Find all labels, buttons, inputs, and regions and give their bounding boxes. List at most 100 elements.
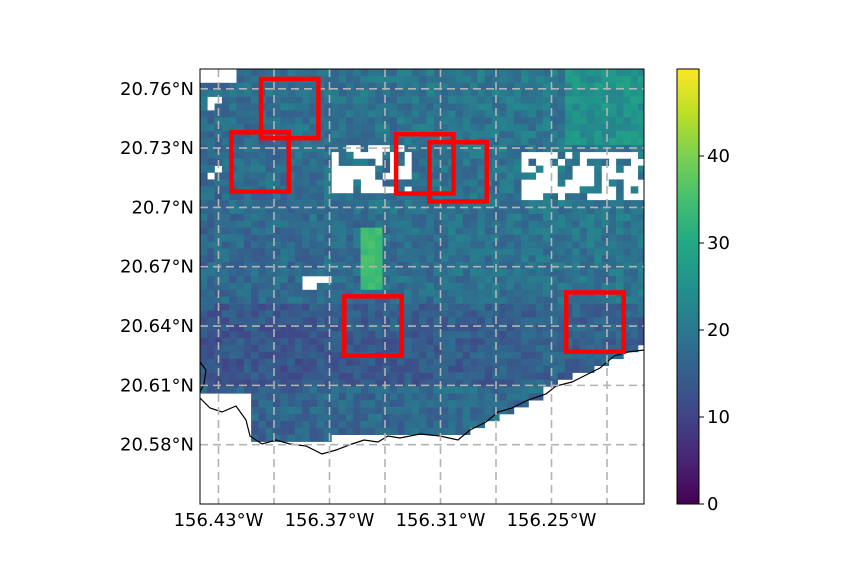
heatmap-cell	[513, 220, 522, 228]
heatmap-cell	[353, 358, 361, 366]
heatmap-cell	[623, 124, 631, 132]
heatmap-cell	[353, 138, 361, 146]
heatmap-cell	[470, 365, 478, 373]
heatmap-cell	[411, 407, 420, 415]
heatmap-cell	[601, 234, 610, 242]
heatmap-cell	[630, 241, 639, 249]
heatmap-cell	[200, 151, 208, 159]
heatmap-cell	[455, 345, 464, 353]
heatmap-cell	[477, 179, 485, 187]
heatmap-cell	[346, 193, 354, 201]
heatmap-cell	[389, 372, 398, 380]
heatmap-cell	[243, 234, 252, 242]
heatmap-cell	[440, 179, 449, 187]
heatmap-cell	[353, 248, 361, 256]
heatmap-cell	[513, 213, 522, 222]
heatmap-cell	[528, 220, 537, 228]
heatmap-cell	[229, 110, 237, 118]
heatmap-cell	[521, 276, 529, 284]
heatmap-cell	[557, 345, 566, 353]
heatmap-cell	[324, 338, 332, 346]
heatmap-cell	[528, 269, 537, 277]
heatmap-cell	[528, 317, 537, 325]
heatmap-cell	[557, 234, 566, 242]
heatmap-cell	[316, 331, 325, 339]
heatmap-cell	[521, 117, 529, 125]
heatmap-cell	[404, 296, 412, 304]
heatmap-cell	[521, 207, 529, 215]
heatmap-cell	[404, 234, 412, 242]
heatmap-cell	[207, 386, 215, 394]
heatmap-cell	[367, 276, 376, 284]
heatmap-cell	[243, 269, 252, 277]
heatmap-cell	[419, 386, 427, 394]
heatmap-cell	[324, 345, 332, 353]
heatmap-cell	[477, 276, 485, 284]
heatmap-cell	[287, 172, 296, 180]
lon-tick-label: 156.25°W	[507, 510, 597, 531]
heatmap-cell	[265, 427, 274, 435]
heatmap-cell	[440, 110, 449, 118]
heatmap-cell	[586, 296, 595, 304]
heatmap-cell	[265, 324, 274, 332]
heatmap-cell	[448, 75, 456, 84]
heatmap-cell	[535, 358, 544, 366]
heatmap-cell	[389, 338, 398, 346]
heatmap-cell	[513, 400, 522, 408]
heatmap-cell	[535, 372, 544, 380]
heatmap-cell	[243, 282, 252, 291]
heatmap-cell	[608, 200, 617, 208]
heatmap-cell	[324, 420, 332, 429]
heatmap-cell	[550, 200, 558, 208]
heatmap-cell	[404, 338, 412, 346]
heatmap-cell	[367, 317, 376, 325]
heatmap-cell	[506, 317, 515, 325]
heatmap-cell	[302, 151, 310, 159]
heatmap-cell	[455, 131, 464, 139]
heatmap-cell	[251, 75, 259, 84]
heatmap-cell	[273, 96, 281, 104]
heatmap-cell	[360, 338, 369, 346]
heatmap-cell	[528, 200, 537, 208]
heatmap-cell	[382, 179, 391, 187]
heatmap-cell	[462, 282, 471, 291]
heatmap-cell	[550, 358, 558, 366]
heatmap-cell	[258, 248, 266, 256]
heatmap-cell	[309, 269, 318, 277]
heatmap-cell	[455, 227, 464, 235]
heatmap-cell	[273, 351, 281, 360]
heatmap-cell	[331, 289, 339, 297]
heatmap-cell	[404, 331, 412, 339]
heatmap-cell	[440, 317, 449, 325]
heatmap-cell	[324, 241, 332, 249]
heatmap-cell	[579, 351, 588, 360]
heatmap-cell	[375, 269, 383, 277]
heatmap-cell	[440, 207, 449, 215]
heatmap-cell	[265, 296, 274, 304]
heatmap-cell	[513, 338, 522, 346]
heatmap-cell	[251, 276, 259, 284]
heatmap-cell	[251, 351, 259, 360]
heatmap-cell	[251, 414, 259, 422]
heatmap-cell	[294, 255, 303, 263]
heatmap-cell	[630, 276, 639, 284]
heatmap-cell	[294, 269, 303, 277]
heatmap-cell	[528, 255, 537, 263]
heatmap-cell	[273, 131, 281, 139]
lat-tick-label: 20.67°N	[120, 257, 194, 278]
heatmap-cell	[331, 310, 339, 318]
heatmap-cell	[331, 407, 339, 415]
heatmap-cell	[382, 400, 391, 408]
heatmap-cell	[594, 358, 602, 366]
heatmap-cell	[236, 386, 245, 394]
heatmap-cell	[302, 103, 310, 111]
heatmap-cell	[462, 414, 471, 422]
heatmap-cell	[265, 345, 274, 353]
heatmap-cell	[404, 345, 412, 353]
heatmap-cell	[462, 289, 471, 297]
heatmap-cell	[579, 310, 588, 318]
heatmap-cell	[273, 345, 281, 353]
heatmap-cell	[280, 386, 288, 394]
heatmap-cell	[236, 303, 245, 311]
heatmap-cell	[265, 207, 274, 215]
